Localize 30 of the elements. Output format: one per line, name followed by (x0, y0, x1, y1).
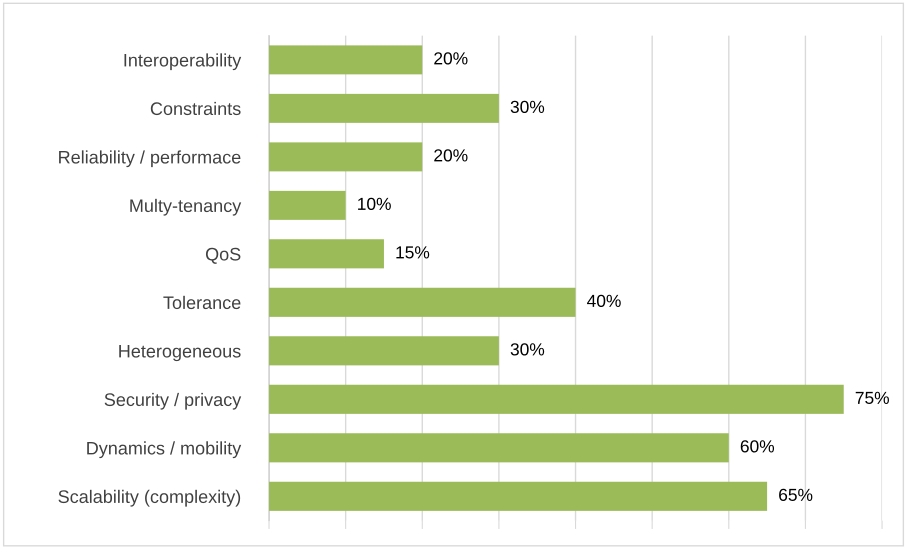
y-tick-label: Interoperability (124, 53, 242, 70)
data-label: 65% (779, 488, 812, 502)
y-tick-label: Heterogeneous (119, 344, 241, 362)
bar (269, 94, 499, 123)
bar (269, 336, 499, 366)
data-label: 20% (434, 52, 468, 65)
data-label: 10% (358, 198, 391, 210)
y-tick-label: QoS (206, 248, 240, 264)
bar (269, 288, 576, 317)
bar (269, 433, 729, 462)
data-label: 60% (740, 440, 774, 453)
data-label: 15% (396, 246, 430, 259)
data-label: 20% (434, 149, 468, 162)
y-tick-label: Security / privacy (104, 392, 242, 410)
data-label: 30% (510, 100, 544, 114)
bar (269, 45, 422, 74)
y-tick-label: Constraints (150, 102, 241, 116)
bar (269, 239, 384, 268)
data-label: 30% (510, 343, 544, 356)
y-tick-label: Reliability / performace (59, 150, 240, 168)
y-tick-label: Dynamics / mobility (87, 441, 242, 458)
bar (269, 190, 346, 220)
bar (269, 142, 422, 172)
y-tick-label: Scalability (complexity) (58, 490, 240, 507)
y-tick-label: Tolerance (163, 296, 240, 310)
bar (269, 384, 844, 414)
data-label: 75% (856, 392, 889, 404)
data-label: 40% (587, 294, 621, 308)
y-tick-label: Multy-tenancy (130, 198, 242, 216)
bar (269, 482, 768, 511)
